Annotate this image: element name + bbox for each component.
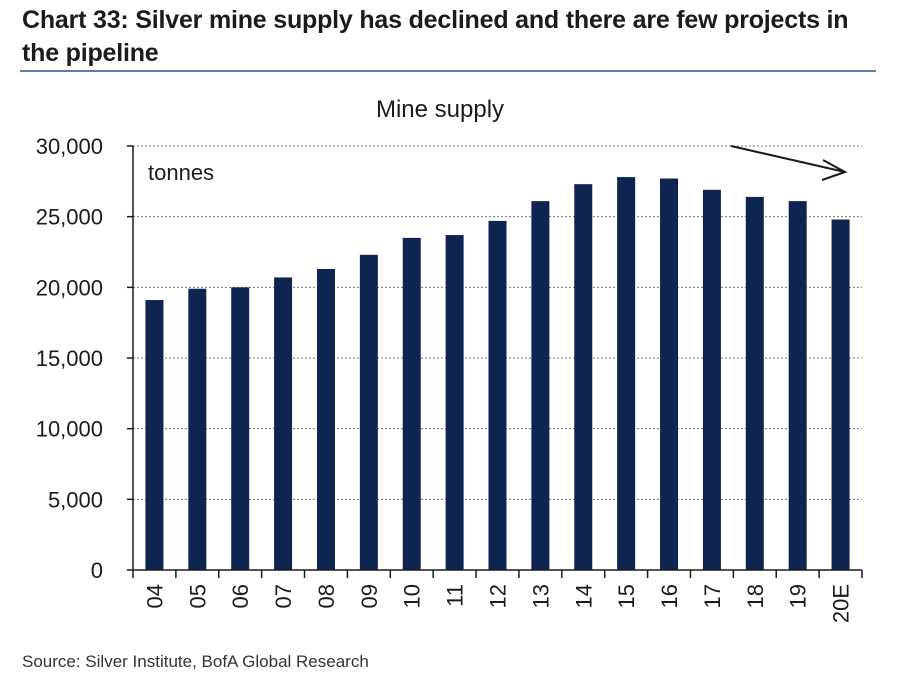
bar-20E [831,219,850,570]
bar-11 [445,235,464,571]
bar-chart: 0 5,000 10,000 15,000 20,000 25,000 30,000 04 05… [36,96,863,623]
y-tick-label: 30,000 [36,134,103,159]
x-tick-label: 16 [657,584,682,608]
y-tick-label: 0 [91,558,103,583]
x-tick-label: 14 [571,584,596,608]
x-tick-label: 06 [228,584,253,608]
x-tick-label: 08 [314,584,339,608]
y-tick-label: 5,000 [48,487,103,512]
x-tick-label: 18 [743,584,768,608]
x-tick-label: 15 [614,584,639,608]
x-tick-label: 11 [443,584,468,607]
bar-17 [702,189,721,570]
bar-15 [617,177,636,571]
bars [145,177,850,571]
x-tick-label: 09 [357,584,382,608]
x-tick-label: 05 [185,584,210,608]
bar-13 [531,201,550,570]
bar-10 [402,237,421,570]
plot-title: Mine supply [376,96,504,123]
bar-12 [488,220,507,570]
x-tick-label: 17 [700,584,725,608]
bar-16 [660,178,679,571]
bar-04 [145,300,164,570]
x-tick-label: 12 [486,584,511,608]
bar-14 [574,184,593,570]
bar-07 [274,277,293,570]
unit-label: tonnes [148,160,214,185]
y-tick-label: 25,000 [36,205,103,230]
bar-18 [745,196,764,570]
axes: 0 5,000 10,000 15,000 20,000 25,000 30,000 04 05… [36,134,863,623]
title-divider [20,70,876,72]
bar-05 [188,288,207,570]
x-tick-label: 07 [271,584,296,608]
bar-08 [316,268,335,570]
source-note: Source: Silver Institute, BofA Global Re… [22,652,369,671]
bar-19 [788,201,807,570]
x-tick-label: 04 [142,584,167,608]
bar-09 [359,254,378,570]
x-tick-label: 10 [400,584,425,608]
y-tick-label: 15,000 [36,346,103,371]
x-tick-label: 13 [528,584,553,608]
trend-arrow [730,145,848,181]
x-tick-label: 19 [786,584,811,608]
chart-title: Chart 33: Silver mine supply has decline… [22,6,849,67]
y-tick-label: 20,000 [36,275,103,300]
y-tick-label: 10,000 [36,417,103,442]
x-tick-label: 20E [829,584,854,623]
bar-06 [231,287,250,570]
